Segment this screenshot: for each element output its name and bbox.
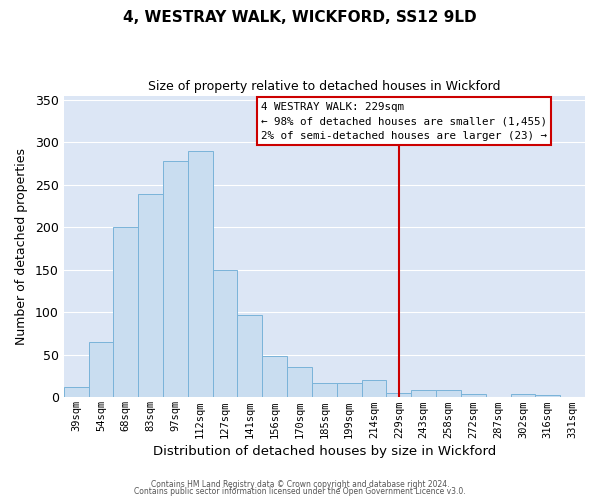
Text: Contains HM Land Registry data © Crown copyright and database right 2024.: Contains HM Land Registry data © Crown c…: [151, 480, 449, 489]
Bar: [362, 380, 386, 398]
Bar: [535, 394, 560, 398]
Bar: [461, 394, 486, 398]
Bar: [188, 151, 212, 398]
Bar: [262, 356, 287, 398]
Bar: [287, 366, 312, 398]
Text: Contains public sector information licensed under the Open Government Licence v3: Contains public sector information licen…: [134, 487, 466, 496]
Y-axis label: Number of detached properties: Number of detached properties: [15, 148, 28, 345]
Bar: [386, 393, 411, 398]
Bar: [64, 387, 89, 398]
Bar: [238, 315, 262, 398]
Bar: [113, 228, 138, 398]
Bar: [511, 394, 535, 398]
Bar: [163, 161, 188, 398]
Bar: [89, 342, 113, 398]
X-axis label: Distribution of detached houses by size in Wickford: Distribution of detached houses by size …: [153, 444, 496, 458]
Bar: [312, 383, 337, 398]
Bar: [337, 383, 362, 398]
Bar: [138, 194, 163, 398]
Text: 4, WESTRAY WALK, WICKFORD, SS12 9LD: 4, WESTRAY WALK, WICKFORD, SS12 9LD: [123, 10, 477, 25]
Title: Size of property relative to detached houses in Wickford: Size of property relative to detached ho…: [148, 80, 500, 93]
Bar: [411, 390, 436, 398]
Bar: [212, 270, 238, 398]
Text: 4 WESTRAY WALK: 229sqm
← 98% of detached houses are smaller (1,455)
2% of semi-d: 4 WESTRAY WALK: 229sqm ← 98% of detached…: [261, 102, 547, 141]
Bar: [436, 390, 461, 398]
